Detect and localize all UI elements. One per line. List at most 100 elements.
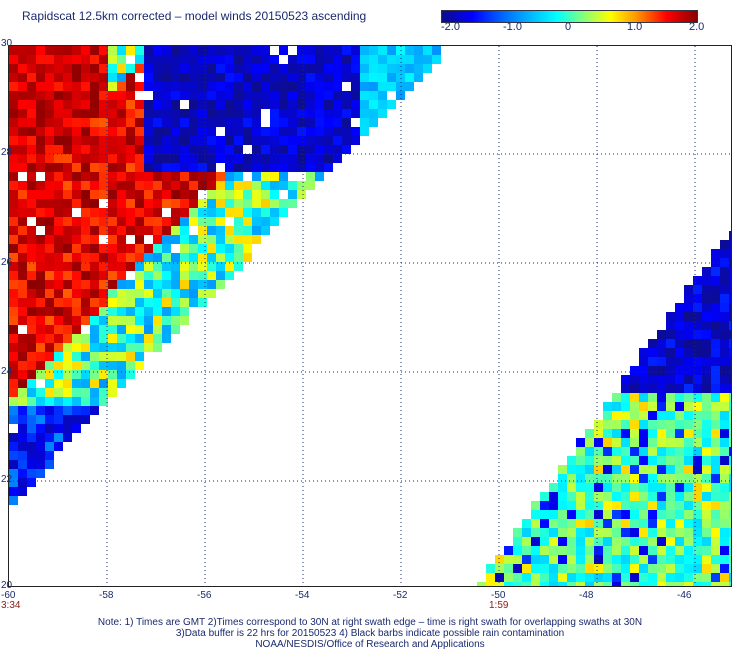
- map-title: Rapidscat 12.5km corrected – model winds…: [22, 9, 367, 23]
- heatmap-cell: [315, 64, 324, 73]
- heatmap-cell: [108, 64, 117, 73]
- heatmap-cell: [108, 298, 117, 307]
- heatmap-cell: [720, 510, 729, 519]
- heatmap-cell: [45, 109, 54, 118]
- heatmap-cell: [315, 82, 324, 91]
- heatmap-cell: [81, 397, 90, 406]
- heatmap-cell: [171, 91, 180, 100]
- heatmap-cell: [9, 478, 18, 487]
- heatmap-cell: [648, 483, 657, 492]
- heatmap-cell: [9, 154, 18, 163]
- heatmap-cell: [153, 217, 162, 226]
- heatmap-cell: [576, 483, 585, 492]
- heatmap-cell: [585, 438, 594, 447]
- heatmap-cell: [81, 154, 90, 163]
- heatmap-cell: [81, 136, 90, 145]
- heatmap-cell: [216, 55, 225, 64]
- heatmap-cell: [324, 163, 333, 172]
- heatmap-cell: [9, 406, 18, 415]
- heatmap-cell: [72, 289, 81, 298]
- heatmap-cell: [522, 546, 531, 555]
- heatmap-cell: [684, 501, 693, 510]
- heatmap-cell: [693, 573, 702, 582]
- heatmap-cell: [198, 172, 207, 181]
- heatmap-cell: [126, 46, 135, 55]
- heatmap-cell: [171, 127, 180, 136]
- heatmap-cell: [729, 447, 731, 456]
- heatmap-cell: [684, 582, 693, 586]
- heatmap-cell: [9, 433, 18, 442]
- heatmap-cell: [684, 438, 693, 447]
- heatmap-cell: [576, 519, 585, 528]
- heatmap-cell: [180, 55, 189, 64]
- heatmap-cell: [162, 334, 171, 343]
- heatmap-cell: [54, 217, 63, 226]
- heatmap-cell: [630, 564, 639, 573]
- heatmap-cell: [729, 294, 731, 303]
- heatmap-cell: [702, 582, 711, 586]
- heatmap-cell: [54, 352, 63, 361]
- heatmap-cell: [369, 118, 378, 127]
- heatmap-cell: [171, 316, 180, 325]
- heatmap-cell: [684, 555, 693, 564]
- heatmap-cell: [162, 235, 171, 244]
- heatmap-cell: [657, 357, 666, 366]
- heatmap-cell: [702, 276, 711, 285]
- heatmap-cell: [702, 528, 711, 537]
- heatmap-cell: [549, 564, 558, 573]
- heatmap-cell: [684, 294, 693, 303]
- heatmap-cell: [585, 456, 594, 465]
- heatmap-cell: [99, 334, 108, 343]
- heatmap-cell: [333, 109, 342, 118]
- heatmap-cell: [396, 91, 405, 100]
- heatmap-cell: [135, 343, 144, 352]
- heatmap-cell: [153, 127, 162, 136]
- heatmap-cell: [702, 546, 711, 555]
- heatmap-cell: [126, 82, 135, 91]
- heatmap-cell: [657, 384, 666, 393]
- heatmap-cell: [18, 55, 27, 64]
- heatmap-cell: [720, 483, 729, 492]
- heatmap-cell: [234, 154, 243, 163]
- heatmap-cell: [612, 447, 621, 456]
- heatmap-cell: [558, 564, 567, 573]
- heatmap-cell: [27, 55, 36, 64]
- heatmap-cell: [639, 510, 648, 519]
- heatmap-cell: [675, 537, 684, 546]
- heatmap-cell: [9, 487, 18, 496]
- heatmap-cell: [648, 339, 657, 348]
- heatmap-cell: [9, 55, 18, 64]
- heatmap-cell: [576, 555, 585, 564]
- heatmap-cell: [180, 163, 189, 172]
- heatmap-cell: [306, 127, 315, 136]
- heatmap-cell: [54, 433, 63, 442]
- heatmap-cell: [171, 262, 180, 271]
- heatmap-cell: [117, 307, 126, 316]
- heatmap-cell: [27, 253, 36, 262]
- x-tick-50: -50: [491, 590, 506, 601]
- heatmap-cell: [153, 190, 162, 199]
- heatmap-cell: [621, 555, 630, 564]
- heatmap-cell: [72, 352, 81, 361]
- heatmap-cell: [657, 375, 666, 384]
- heatmap-cell: [207, 199, 216, 208]
- heatmap-cell: [207, 235, 216, 244]
- heatmap-cell: [702, 330, 711, 339]
- heatmap-cell: [135, 316, 144, 325]
- heatmap-cell: [162, 181, 171, 190]
- heatmap-cell: [153, 199, 162, 208]
- heatmap-cell: [666, 564, 675, 573]
- heatmap-cell: [72, 46, 81, 55]
- heatmap-cell: [729, 240, 731, 249]
- heatmap-cell: [36, 55, 45, 64]
- heatmap-cell: [729, 564, 731, 573]
- heatmap-cell: [585, 564, 594, 573]
- heatmap-cell: [117, 118, 126, 127]
- heatmap-cell: [333, 73, 342, 82]
- heatmap-cell: [288, 181, 297, 190]
- heatmap-cell: [558, 582, 567, 586]
- heatmap-cell: [405, 73, 414, 82]
- heatmap-cell: [693, 321, 702, 330]
- heatmap-cell: [162, 55, 171, 64]
- heatmap-cell: [261, 73, 270, 82]
